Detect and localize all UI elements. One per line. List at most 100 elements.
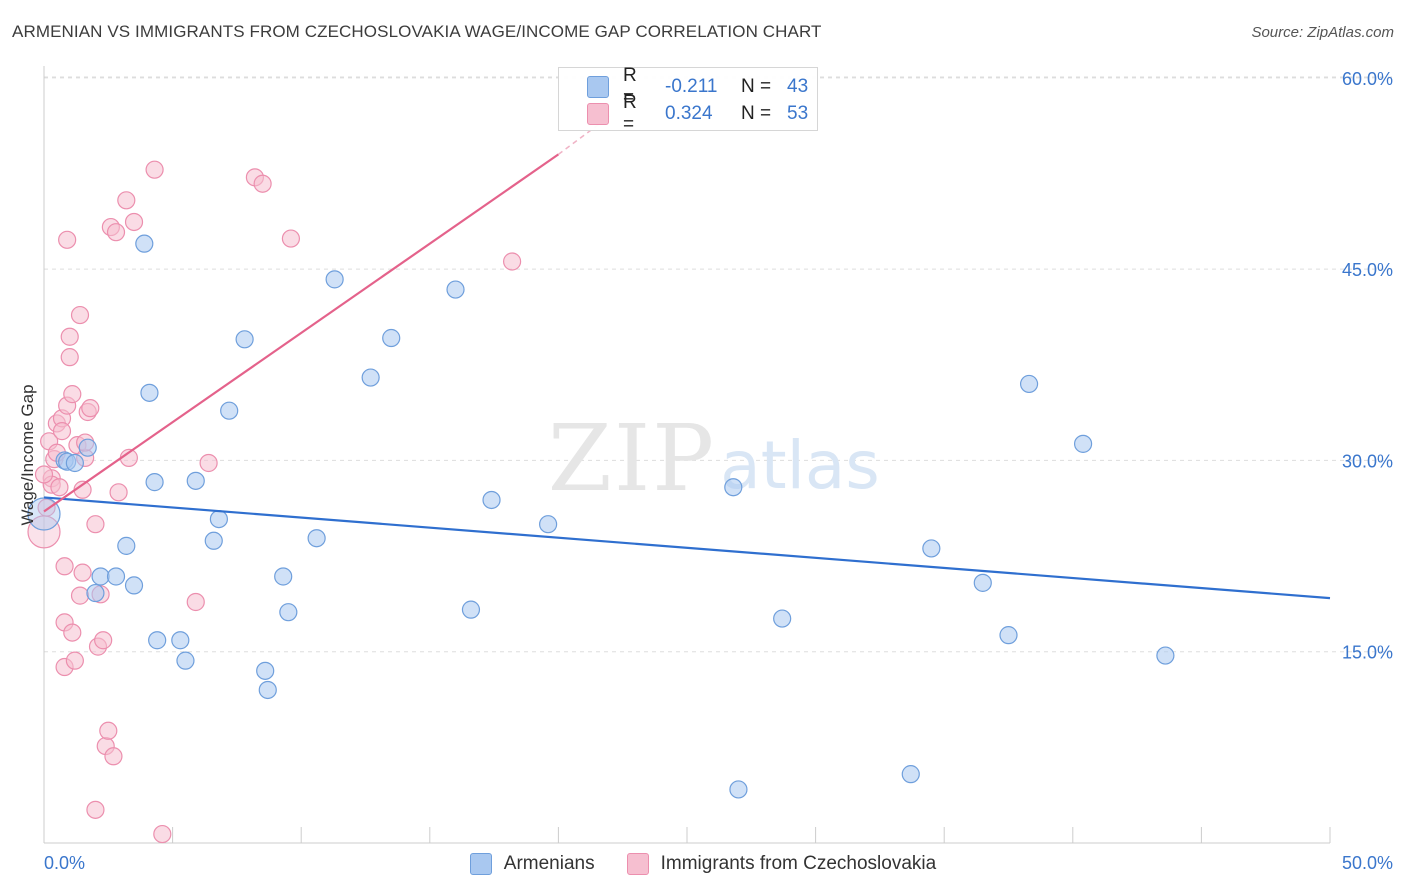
czechoslovakia-point — [104, 747, 123, 766]
n-label: N = — [741, 103, 772, 124]
czechoslovakia-point — [281, 229, 301, 248]
armenians-trend-line — [43, 496, 1331, 600]
czechoslovakia-point — [70, 586, 90, 605]
czechoslovakia-point — [503, 252, 522, 271]
armenians-point — [171, 631, 190, 650]
tick-labels: 15.0% 30.0% 45.0% 60.0% 0.0% 50.0% — [44, 69, 1393, 873]
y-axis-label: Wage/Income Gap — [18, 384, 37, 526]
watermark: ZIP atlas — [548, 405, 880, 512]
armenians-point — [901, 765, 920, 784]
n-value: 43 — [787, 76, 809, 97]
czechoslovakia-point — [186, 592, 205, 612]
czechoslovakia-point — [70, 305, 90, 325]
legend-swatch-blue — [587, 76, 609, 98]
czechoslovakia-point — [145, 160, 164, 179]
czechoslovakia-point — [86, 800, 105, 819]
czechoslovakia-point — [60, 327, 79, 346]
r-label: R = — [623, 92, 637, 135]
czechoslovakia-point — [60, 348, 79, 367]
armenians-point — [258, 680, 277, 700]
czechoslovakia-point — [34, 465, 54, 484]
r-label: R = — [623, 65, 637, 108]
legend-item-czechoslovakia[interactable]: Immigrants from Czechoslovakia — [626, 853, 936, 875]
legend-label: Armenians — [503, 853, 595, 874]
series-armenians-points — [27, 234, 1175, 799]
czechoslovakia-point — [99, 721, 118, 740]
legend-swatch-blue — [469, 853, 492, 875]
armenians-point — [235, 330, 254, 349]
czechoslovakia-point — [199, 453, 218, 473]
armenians-point — [176, 651, 195, 670]
legend-swatch-pink — [626, 853, 649, 875]
armenians-point — [1073, 434, 1093, 453]
armenians-point — [325, 270, 344, 289]
legend-row-czechoslovakia: R = 0.324 N = 53 — [587, 92, 809, 135]
legend-item-armenians[interactable]: Armenians — [469, 853, 595, 875]
armenians-point — [724, 478, 743, 497]
czechoslovakia-trend-extension — [557, 115, 611, 155]
y-tick-label: 60.0% — [1342, 69, 1393, 89]
armenians-point — [274, 567, 293, 586]
armenians-point — [482, 490, 501, 510]
armenians-point — [773, 609, 792, 628]
n-value: 53 — [787, 103, 809, 124]
legend-row-armenians: R = -0.211 N = 43 — [587, 65, 809, 108]
czechoslovakia-point — [58, 230, 77, 249]
n-label: N = — [741, 76, 772, 97]
armenians-point — [729, 780, 748, 799]
czechoslovakia-trend-line — [43, 153, 560, 513]
legend-swatch-pink — [587, 103, 609, 125]
x-tick-label: 0.0% — [44, 853, 85, 873]
czechoslovakia-point — [55, 557, 74, 576]
czechoslovakia-point — [86, 515, 105, 534]
gridlines — [44, 76, 1392, 653]
czechoslovakia-point — [117, 191, 136, 210]
armenians-point — [145, 473, 164, 492]
series-legend: Armenians Immigrants from Czechoslovakia — [0, 852, 1406, 876]
armenians-point — [539, 515, 558, 534]
armenians-point — [220, 401, 239, 420]
czechoslovakia-point — [63, 623, 82, 642]
watermark-zip: ZIP — [548, 405, 716, 512]
czechoslovakia-point — [94, 631, 113, 650]
y-tick-label: 45.0% — [1342, 260, 1393, 280]
czechoslovakia-point — [81, 399, 100, 418]
armenians-point — [1156, 646, 1175, 665]
czechoslovakia-point — [253, 174, 272, 193]
watermark-atlas: atlas — [720, 427, 880, 504]
armenians-point — [106, 567, 126, 586]
armenians-point — [999, 626, 1018, 645]
armenians-point — [361, 368, 380, 387]
czechoslovakia-point — [106, 223, 126, 242]
chart-title: ARMENIAN VS IMMIGRANTS FROM CZECHOSLOVAK… — [12, 22, 822, 41]
x-tick-label: 50.0% — [1342, 853, 1393, 873]
armenians-point — [1019, 374, 1039, 394]
armenians-point — [461, 600, 481, 619]
y-tick-label: 30.0% — [1342, 451, 1393, 471]
czechoslovakia-point — [52, 422, 72, 441]
armenians-point — [209, 509, 228, 529]
armenians-point — [124, 576, 144, 595]
armenians-point — [279, 603, 298, 622]
czechoslovakia-point — [65, 651, 84, 670]
armenians-point — [307, 529, 326, 548]
czechoslovakia-point — [124, 212, 144, 232]
czechoslovakia-point — [50, 478, 69, 497]
y-tick-label: 15.0% — [1342, 643, 1393, 663]
source-credit: Source: ZipAtlas.com — [1251, 24, 1394, 41]
axes — [43, 66, 1331, 844]
czechoslovakia-point — [37, 498, 56, 517]
armenians-point — [446, 280, 465, 299]
czechoslovakia-point — [63, 385, 82, 404]
correlation-legend: R = -0.211 N = 43 R = 0.324 N = 53 — [558, 65, 818, 135]
armenians-point — [973, 573, 992, 592]
armenians-point — [256, 661, 275, 680]
armenians-point — [186, 471, 205, 490]
trend-lines — [43, 115, 1331, 600]
czechoslovakia-point — [109, 483, 128, 502]
armenians-point — [86, 583, 105, 603]
armenians-point — [65, 453, 84, 473]
armenians-point — [91, 567, 110, 586]
armenians-point — [148, 631, 167, 650]
armenians-point — [140, 383, 159, 402]
